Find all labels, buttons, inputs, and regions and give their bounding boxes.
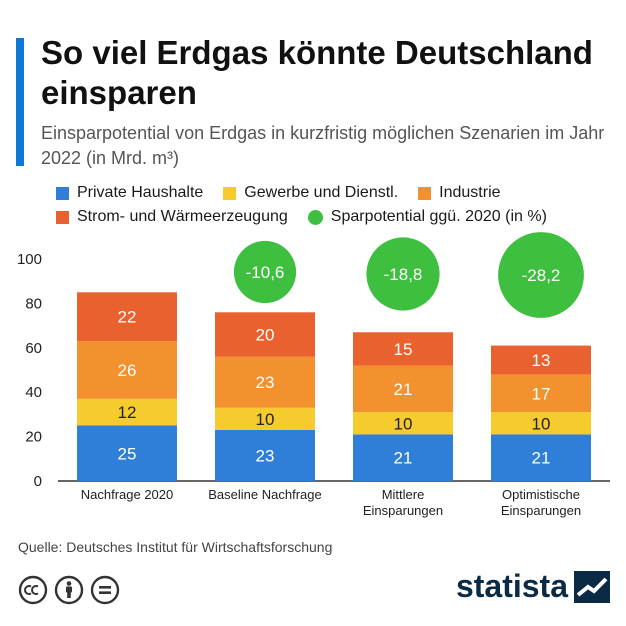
legend-label-industrie: Industrie [439, 184, 501, 201]
savings-bubble [366, 237, 440, 311]
legend: Private Haushalte Gewerbe und Dienstl. I… [56, 181, 616, 229]
bar-segment [215, 356, 315, 408]
bar-segment-label: 25 [118, 444, 137, 463]
bar-segment [491, 374, 591, 413]
savings-bubble-label: -28,2 [522, 266, 561, 285]
legend-swatch-industrie [418, 186, 432, 200]
y-tick-label: 60 [25, 340, 42, 357]
y-tick-label: 40 [25, 384, 42, 401]
bar-segment-label: 23 [256, 446, 275, 465]
y-tick-label: 80 [25, 295, 42, 312]
x-tick-label: Baseline Nachfrage [208, 487, 321, 502]
legend-swatch-private [56, 186, 69, 200]
savings-bubble-label: -18,8 [384, 265, 423, 284]
x-tick-label: Mittlere Einsparungen [363, 487, 443, 518]
bar-segment-label: 10 [256, 410, 275, 429]
legend-swatch-strom [56, 210, 69, 224]
bar-segment-label: 22 [118, 308, 137, 327]
bar-segment [353, 412, 453, 435]
bar-segment [353, 365, 453, 413]
legend-row: Private Haushalte Gewerbe und Dienstl. I… [56, 181, 616, 205]
bar-segment [77, 398, 177, 426]
bar-segment-label: 13 [532, 351, 551, 370]
accent-bar [16, 38, 24, 166]
y-tick-label: 0 [34, 473, 42, 490]
legend-label-private: Private Haushalte [77, 184, 204, 201]
bar-segment-label: 15 [394, 340, 413, 359]
bar-segment [215, 312, 315, 357]
bar-segment-label: 10 [532, 414, 551, 433]
y-tick-label: 20 [25, 429, 42, 446]
bar-segment-label: 26 [118, 361, 137, 380]
legend-item-industrie: Industrie [418, 184, 501, 202]
chart-title: So viel Erdgas könnte Deutschland einspa… [41, 34, 593, 111]
legend-item-gewerbe: Gewerbe und Dienstl. [223, 184, 398, 202]
legend-row: Strom- und Wärmeerzeugung Sparpotential … [56, 205, 616, 229]
bar-segment [491, 345, 591, 375]
legend-swatch-savings [307, 209, 323, 225]
bar-segment-label: 20 [256, 325, 275, 344]
savings-bubble [233, 240, 297, 304]
savings-bubble [498, 232, 584, 318]
savings-bubble-label: -10,6 [246, 263, 285, 282]
bar-segment-label: 21 [394, 449, 413, 468]
legend-label-savings: Sparpotential ggü. 2020 (in %) [330, 208, 547, 225]
bar-segment [491, 434, 591, 481]
bar-segment [215, 429, 315, 481]
nd-icon [90, 575, 120, 605]
bar-segment [77, 425, 177, 481]
x-tick-label: Nachfrage 2020 [81, 487, 174, 502]
bar-segment-label: 23 [256, 373, 275, 392]
bar-segment-label: 17 [532, 384, 551, 403]
legend-label-gewerbe: Gewerbe und Dienstl. [244, 184, 399, 201]
bar-segment-label: 21 [394, 380, 413, 399]
bar-segment [77, 292, 177, 342]
cc-icon [18, 575, 48, 605]
bar-segment [353, 332, 453, 366]
y-tick-label: 100 [17, 251, 42, 268]
bar-segment-label: 21 [532, 449, 551, 468]
legend-item-savings: Sparpotential ggü. 2020 (in %) [307, 208, 547, 226]
source-note: Quelle: Deutsches Institut für Wirtschaf… [18, 539, 333, 555]
by-icon [54, 575, 84, 605]
legend-label-strom: Strom- und Wärmeerzeugung [77, 208, 288, 225]
x-tick-label: Optimistische Einsparungen [501, 487, 581, 518]
statista-logo: statista [456, 568, 610, 605]
chart-subtitle: Einsparpotential von Erdgas in kurzfrist… [41, 123, 605, 168]
bar-segment [491, 412, 591, 435]
bar-segment-label: 10 [394, 414, 413, 433]
bar-segment [77, 341, 177, 399]
logo-text: statista [455, 568, 568, 604]
statista-logo-icon [574, 570, 610, 603]
license-icons [18, 575, 126, 605]
legend-swatch-gewerbe [223, 186, 237, 200]
bar-segment [215, 407, 315, 430]
bar-segment-label: 12 [118, 403, 137, 422]
legend-item-private: Private Haushalte [56, 184, 203, 202]
legend-item-strom: Strom- und Wärmeerzeugung [56, 208, 288, 226]
bar-segment [353, 434, 453, 481]
